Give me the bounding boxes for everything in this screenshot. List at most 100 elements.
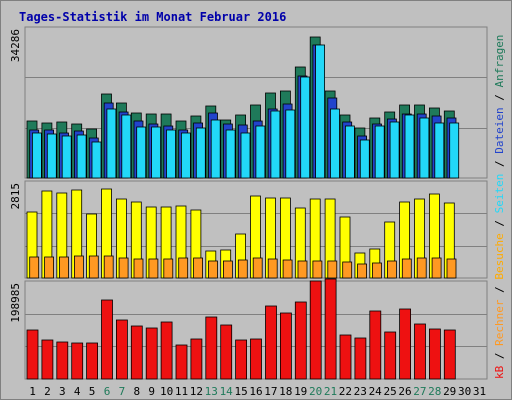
bar-kb-day-10 bbox=[160, 321, 173, 380]
bar-rechner-day-18 bbox=[282, 259, 293, 279]
x-tick-label: 29 bbox=[443, 385, 456, 398]
x-tick-label: 2 bbox=[44, 385, 51, 398]
bar-seiten-day-22 bbox=[344, 125, 355, 179]
bar-kb-day-17 bbox=[265, 305, 277, 380]
x-tick-label: 7 bbox=[119, 385, 126, 398]
bar-seiten-day-28 bbox=[434, 122, 445, 179]
bar-rechner-day-26 bbox=[401, 258, 412, 279]
bar-kb-day-12 bbox=[190, 338, 203, 380]
x-tick-label: 14 bbox=[220, 385, 234, 398]
bar-seiten-day-10 bbox=[166, 129, 176, 179]
bar-rechner-day-14 bbox=[222, 260, 233, 279]
bar-rechner-day-13 bbox=[208, 260, 218, 279]
bar-kb-day-15 bbox=[235, 339, 248, 380]
bar-seiten-day-23 bbox=[359, 139, 370, 179]
bar-rechner-day-20 bbox=[312, 260, 323, 279]
bar-kb-day-16 bbox=[250, 338, 262, 380]
chart-title: Tages-Statistik im Monat Februar 2016 bbox=[19, 10, 286, 24]
x-tick-label: 17 bbox=[264, 385, 277, 398]
x-tick-label: 11 bbox=[175, 385, 188, 398]
bar-kb-day-21 bbox=[324, 278, 337, 380]
bar-seiten-day-6 bbox=[106, 108, 117, 179]
bar-kb-day-20 bbox=[309, 280, 322, 380]
bar-seiten-day-17 bbox=[270, 110, 281, 179]
legend-separator: / bbox=[493, 280, 506, 300]
bar-rechner-day-15 bbox=[237, 259, 248, 279]
bar-kb-day-2 bbox=[41, 339, 54, 380]
legend-separator: / bbox=[493, 213, 506, 233]
bar-rechner-day-8 bbox=[133, 258, 144, 279]
x-tick-label: 4 bbox=[74, 385, 81, 398]
bar-seiten-day-11 bbox=[180, 132, 191, 179]
x-tick-label: 21 bbox=[324, 385, 337, 398]
y-max-label: 198985 bbox=[9, 283, 22, 323]
bar-seiten-day-26 bbox=[404, 114, 415, 179]
bar-kb-day-5 bbox=[86, 342, 98, 380]
x-tick-label: 19 bbox=[294, 385, 307, 398]
bar-rechner-day-1 bbox=[29, 256, 40, 279]
x-tick-label: 25 bbox=[383, 385, 396, 398]
legend-separator: / bbox=[493, 88, 506, 108]
series-rechner bbox=[29, 255, 457, 279]
bar-seiten-day-3 bbox=[61, 135, 72, 179]
bar-kb-day-27 bbox=[414, 323, 426, 380]
y-max-label: 34286 bbox=[9, 29, 22, 62]
x-tick-label: 22 bbox=[339, 385, 352, 398]
x-tick-label: 10 bbox=[160, 385, 173, 398]
bar-kb-day-23 bbox=[354, 337, 367, 380]
plot-panels: 34286 2815 198985 bbox=[9, 26, 488, 380]
x-tick-label: 26 bbox=[398, 385, 411, 398]
x-tick-label: 5 bbox=[89, 385, 96, 398]
bar-rechner-day-23 bbox=[357, 263, 368, 279]
bar-seiten-day-14 bbox=[225, 129, 236, 179]
bar-kb-day-6 bbox=[101, 299, 113, 380]
x-tick-label: 15 bbox=[234, 385, 247, 398]
x-tick-label: 23 bbox=[354, 385, 367, 398]
x-tick-label: 8 bbox=[133, 385, 140, 398]
bar-kb-day-28 bbox=[428, 328, 441, 380]
bar-rechner-day-10 bbox=[163, 258, 174, 279]
bar-rechner-day-11 bbox=[178, 257, 189, 279]
series-seiten bbox=[31, 44, 460, 179]
x-tick-label: 6 bbox=[104, 385, 111, 398]
bar-seiten-day-13 bbox=[210, 119, 221, 179]
x-tick-label: 9 bbox=[148, 385, 155, 398]
bar-kb-day-11 bbox=[175, 344, 188, 380]
bar-kb-day-26 bbox=[399, 308, 412, 380]
bar-rechner-day-6 bbox=[103, 255, 114, 279]
bar-rechner-day-17 bbox=[267, 258, 278, 279]
bar-seiten-day-9 bbox=[151, 126, 162, 179]
bar-kb-day-8 bbox=[130, 325, 143, 380]
right-legend-text: kB / Rechner / Besuche / Seiten / Dateie… bbox=[493, 35, 506, 379]
bar-seiten-day-29 bbox=[449, 122, 460, 179]
bar-kb-day-1 bbox=[26, 329, 39, 380]
bar-kb-day-14 bbox=[220, 324, 233, 380]
bar-seiten-day-15 bbox=[240, 132, 251, 179]
legend-item-rechner: Rechner bbox=[493, 299, 506, 346]
bar-kb-day-18 bbox=[279, 312, 292, 380]
bar-seiten-day-1 bbox=[31, 132, 42, 179]
bar-seiten-day-8 bbox=[136, 126, 147, 179]
x-tick-label: 1 bbox=[29, 385, 36, 398]
bar-rechner-day-24 bbox=[372, 262, 382, 279]
legend-separator: / bbox=[493, 346, 506, 366]
bar-kb-day-13 bbox=[205, 316, 218, 380]
bar-seiten-day-19 bbox=[300, 76, 311, 179]
x-tick-label: 13 bbox=[205, 385, 218, 398]
bar-kb-day-4 bbox=[71, 342, 84, 380]
x-tick-label: 18 bbox=[279, 385, 292, 398]
bar-seiten-day-21 bbox=[330, 108, 340, 179]
legend-item-kb: kB bbox=[493, 365, 506, 379]
x-tick-label: 12 bbox=[190, 385, 203, 398]
bar-rechner-day-3 bbox=[59, 256, 69, 279]
bar-rechner-day-19 bbox=[297, 260, 308, 279]
bar-kb-day-9 bbox=[145, 327, 158, 380]
bar-seiten-day-20 bbox=[315, 44, 326, 179]
bar-kb-day-3 bbox=[56, 341, 69, 380]
bar-rechner-day-25 bbox=[386, 260, 397, 279]
bar-seiten-day-27 bbox=[419, 117, 430, 179]
legend-item-anfragen: Anfragen bbox=[493, 35, 506, 88]
x-tick-label: 24 bbox=[369, 385, 383, 398]
series-kb bbox=[26, 278, 456, 380]
